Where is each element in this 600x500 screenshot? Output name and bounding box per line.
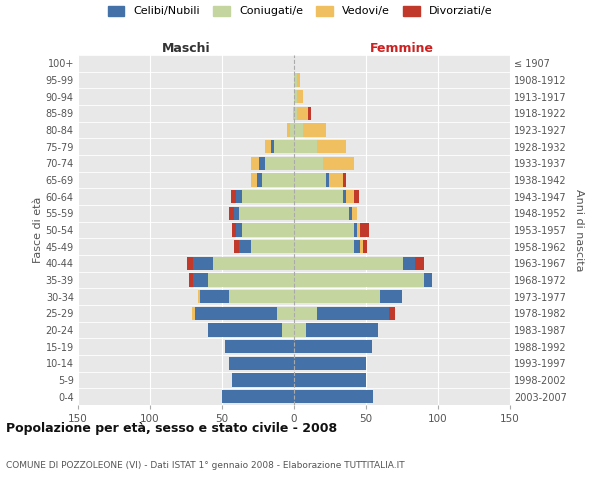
Bar xyxy=(265,140,271,153)
Y-axis label: Anni di nascita: Anni di nascita xyxy=(574,188,584,271)
Text: Maschi: Maschi xyxy=(161,42,211,55)
Bar xyxy=(355,240,360,254)
Bar xyxy=(239,240,251,254)
Bar xyxy=(358,224,360,236)
Bar xyxy=(302,124,326,136)
Bar xyxy=(225,340,294,353)
Bar xyxy=(232,224,236,236)
Bar xyxy=(326,174,329,186)
Bar xyxy=(294,340,372,353)
Bar xyxy=(294,306,317,320)
Bar xyxy=(317,140,346,153)
Bar xyxy=(208,274,294,286)
Bar xyxy=(283,324,294,336)
Bar xyxy=(294,356,366,370)
Bar xyxy=(360,240,363,254)
Text: Femmine: Femmine xyxy=(370,42,434,55)
Text: COMUNE DI POZZOLEONE (VI) - Dati ISTAT 1° gennaio 2008 - Elaborazione TUTTITALIA: COMUNE DI POZZOLEONE (VI) - Dati ISTAT 1… xyxy=(6,461,404,470)
Bar xyxy=(294,206,349,220)
Legend: Celibi/Nubili, Coniugati/e, Vedovi/e, Divorziati/e: Celibi/Nubili, Coniugati/e, Vedovi/e, Di… xyxy=(108,6,492,16)
Bar xyxy=(257,174,262,186)
Bar xyxy=(294,140,317,153)
Text: Popolazione per età, sesso e stato civile - 2008: Popolazione per età, sesso e stato civil… xyxy=(6,422,337,435)
Bar xyxy=(193,274,208,286)
Bar xyxy=(349,206,352,220)
Bar xyxy=(294,156,323,170)
Bar xyxy=(305,324,377,336)
Bar xyxy=(294,324,305,336)
Bar xyxy=(294,390,373,404)
Bar xyxy=(346,190,355,203)
Bar xyxy=(297,74,300,86)
Bar xyxy=(317,306,389,320)
Bar xyxy=(229,206,233,220)
Bar xyxy=(297,106,308,120)
Bar xyxy=(294,90,297,104)
Bar xyxy=(259,156,265,170)
Bar xyxy=(294,174,326,186)
Bar xyxy=(389,306,395,320)
Bar xyxy=(415,256,424,270)
Bar xyxy=(236,190,242,203)
Bar xyxy=(294,74,297,86)
Bar xyxy=(343,174,346,186)
Bar xyxy=(242,224,294,236)
Bar xyxy=(222,390,294,404)
Bar xyxy=(352,206,358,220)
Bar xyxy=(233,240,239,254)
Bar xyxy=(308,106,311,120)
Bar xyxy=(251,156,259,170)
Bar xyxy=(193,256,214,270)
Bar xyxy=(197,290,200,304)
Bar xyxy=(239,206,294,220)
Bar xyxy=(208,324,283,336)
Bar xyxy=(242,190,294,203)
Bar xyxy=(232,374,294,386)
Bar xyxy=(229,356,294,370)
Y-axis label: Fasce di età: Fasce di età xyxy=(32,197,43,263)
Bar xyxy=(251,240,294,254)
Bar xyxy=(294,374,366,386)
Bar xyxy=(277,306,294,320)
Bar xyxy=(251,174,257,186)
Bar xyxy=(229,290,294,304)
Bar xyxy=(233,206,239,220)
Bar xyxy=(294,190,343,203)
Bar xyxy=(294,274,424,286)
Bar xyxy=(294,240,355,254)
Bar xyxy=(189,274,193,286)
Bar xyxy=(360,224,369,236)
Bar xyxy=(355,224,358,236)
Bar xyxy=(262,174,294,186)
Bar xyxy=(293,106,294,120)
Bar xyxy=(192,306,194,320)
Bar xyxy=(290,124,294,136)
Bar xyxy=(187,256,193,270)
Bar xyxy=(274,140,294,153)
Bar xyxy=(287,124,290,136)
Bar xyxy=(200,290,229,304)
Bar xyxy=(294,224,355,236)
Bar xyxy=(194,306,277,320)
Bar xyxy=(297,90,302,104)
Bar xyxy=(214,256,294,270)
Bar xyxy=(271,140,274,153)
Bar xyxy=(294,256,403,270)
Bar xyxy=(294,124,302,136)
Bar xyxy=(230,190,236,203)
Bar xyxy=(265,156,294,170)
Bar xyxy=(403,256,415,270)
Bar xyxy=(294,106,297,120)
Bar xyxy=(363,240,367,254)
Bar xyxy=(329,174,343,186)
Bar xyxy=(343,190,346,203)
Bar xyxy=(424,274,432,286)
Bar xyxy=(323,156,355,170)
Bar xyxy=(355,190,359,203)
Bar xyxy=(236,224,242,236)
Bar xyxy=(294,290,380,304)
Bar xyxy=(380,290,402,304)
